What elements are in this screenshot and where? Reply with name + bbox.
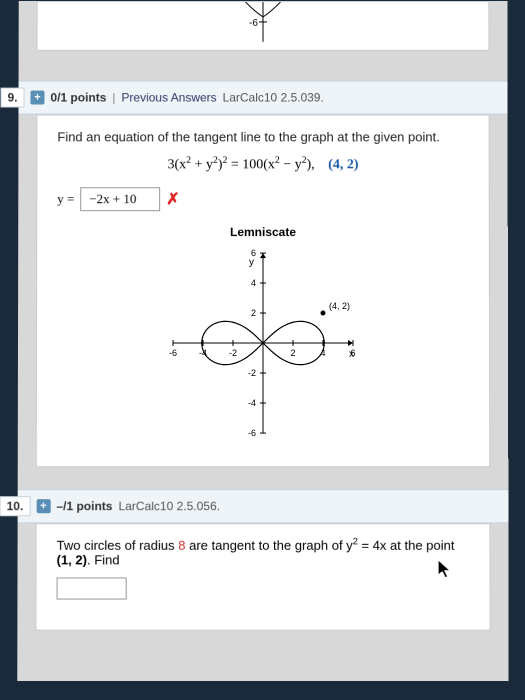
q9-answer-row: y = −2x + 10 ✗ bbox=[57, 187, 469, 211]
answer-prefix: y = bbox=[57, 191, 74, 207]
q9-body: Find an equation of the tangent line to … bbox=[36, 114, 491, 466]
q9-points: 0/1 points bbox=[50, 91, 106, 105]
svg-text:-6: -6 bbox=[169, 348, 177, 358]
q9-header: 9. + 0/1 points | Previous Answers LarCa… bbox=[18, 81, 507, 115]
expand-icon[interactable]: + bbox=[36, 499, 50, 513]
q9-equation: 3(x2 + y2)2 = 100(x2 − y2), (4, 2) bbox=[57, 154, 468, 173]
lemniscate-graph: -6-4-2246-6-4-2246xy(4, 2) bbox=[57, 243, 469, 446]
svg-text:(4, 2): (4, 2) bbox=[329, 301, 350, 311]
svg-text:y: y bbox=[249, 257, 254, 268]
svg-text:2: 2 bbox=[290, 348, 295, 358]
svg-text:-2: -2 bbox=[229, 348, 237, 358]
svg-text:x: x bbox=[349, 349, 354, 360]
svg-text:2: 2 bbox=[251, 308, 256, 318]
graph-title: Lemniscate bbox=[57, 225, 469, 239]
q10-points: –/1 points bbox=[56, 499, 112, 513]
wrong-icon: ✗ bbox=[166, 189, 179, 209]
svg-text:-6: -6 bbox=[248, 428, 256, 438]
prev-graph-fragment: -6 bbox=[203, 1, 323, 51]
laptop-screen: -6 9. + 0/1 points | Previous Answers La… bbox=[17, 1, 508, 681]
prev-question-fragment: -6 bbox=[37, 1, 490, 51]
previous-answers-link[interactable]: Previous Answers bbox=[121, 91, 216, 105]
q10-answer-input[interactable] bbox=[57, 577, 127, 599]
q9-prompt: Find an equation of the tangent line to … bbox=[57, 129, 468, 144]
q9-number: 9. bbox=[1, 88, 25, 108]
q10-body: Two circles of radius 8 are tangent to t… bbox=[35, 523, 490, 631]
radius-value: 8 bbox=[178, 537, 185, 552]
q10-number: 10. bbox=[0, 496, 30, 516]
separator: | bbox=[112, 91, 115, 105]
q9-reference: LarCalc10 2.5.039. bbox=[223, 91, 324, 105]
q10-header: 10. + –/1 points LarCalc10 2.5.056. bbox=[18, 489, 509, 523]
q10-prompt: Two circles of radius 8 are tangent to t… bbox=[57, 536, 470, 567]
svg-text:-4: -4 bbox=[248, 398, 256, 408]
q10-reference: LarCalc10 2.5.056. bbox=[118, 499, 220, 513]
tick-label: -6 bbox=[249, 18, 258, 29]
q9-point: (4, 2) bbox=[328, 157, 358, 172]
svg-text:4: 4 bbox=[251, 278, 256, 288]
answer-input[interactable]: −2x + 10 bbox=[80, 187, 160, 211]
svg-text:-2: -2 bbox=[248, 368, 256, 378]
expand-icon[interactable]: + bbox=[30, 91, 44, 105]
